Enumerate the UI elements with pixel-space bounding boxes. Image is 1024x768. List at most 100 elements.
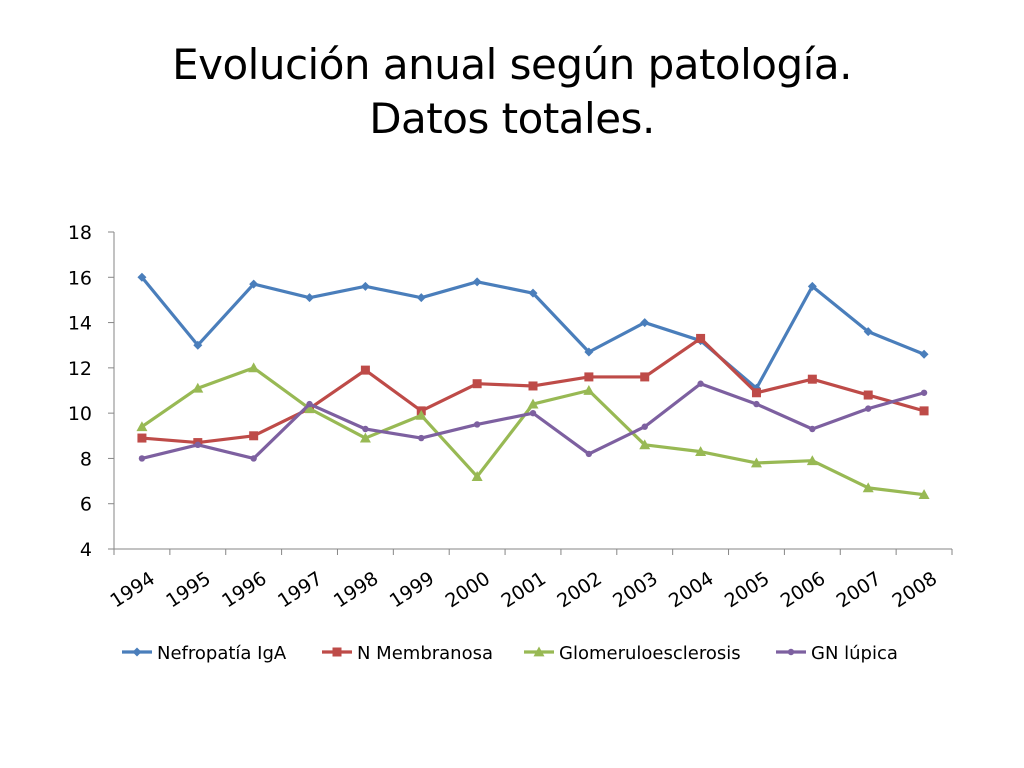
data-point [305,293,315,303]
data-point [641,423,648,430]
x-tick-label: 2008 [889,567,942,612]
data-point [137,433,147,443]
data-point [919,349,929,359]
x-tick-label: 1999 [386,567,439,612]
y-tick-label: 14 [68,313,92,335]
data-point [192,382,204,393]
legend-label: Glomeruloesclerosis [559,643,741,664]
data-point [473,421,481,428]
legend-label: GN lúpica [811,643,898,664]
data-point [472,379,482,389]
x-tick-label: 2006 [777,567,830,612]
data-point [193,340,203,350]
legend-label: Nefropatía IgA [157,643,287,664]
data-point [583,385,595,395]
x-tick-label: 1997 [274,567,327,612]
slide-title-line1: Evolución anual según patología. [172,40,852,89]
x-tick-label: 2000 [442,567,495,612]
data-point [418,434,425,442]
data-point [750,457,762,468]
data-point [696,333,706,343]
legend-marker [787,648,795,656]
data-point [362,425,369,433]
data-point [528,381,538,391]
legend-item: Nefropatía IgA [122,643,287,664]
data-point [416,293,426,303]
slide-title-line2: Datos totales. [369,94,655,143]
data-point [249,279,259,289]
data-point [585,450,593,458]
data-point [471,471,483,481]
data-point [528,288,538,298]
y-tick-label: 4 [80,539,92,561]
legend-label: N Membranosa [357,643,493,664]
x-tick-label: 2007 [833,567,886,612]
data-point [248,362,260,373]
data-point [359,432,371,443]
data-point [806,455,818,466]
y-tick-label: 18 [68,222,92,244]
data-point [360,365,370,375]
data-point [640,318,650,328]
x-tick-label: 1995 [162,567,215,612]
data-point [194,441,201,449]
slide-title: Evolución anual según patología. Datos t… [0,38,1024,146]
x-tick-label: 2004 [665,567,718,612]
data-point [249,431,259,441]
data-point [136,421,148,432]
y-tick-label: 16 [68,267,92,289]
data-point [918,489,930,500]
x-tick-label: 1996 [218,567,271,612]
data-point [865,405,872,412]
x-tick-label: 2001 [497,567,550,612]
data-point [920,389,928,396]
data-point [809,425,816,433]
y-tick-label: 12 [68,358,92,380]
x-tick-label: 1994 [106,567,159,612]
data-point [529,409,537,417]
data-point [584,347,594,357]
data-point [753,400,760,408]
data-point [695,446,707,457]
x-tick-label: 2003 [609,567,662,612]
data-point [807,374,817,384]
data-point [304,403,316,414]
data-point [863,327,873,337]
data-point [527,398,539,409]
chart-series [136,272,930,500]
data-point [751,388,761,398]
data-point [697,380,704,387]
data-point [584,372,594,382]
data-point [472,277,482,287]
series-line [141,382,925,461]
legend-marker [132,647,142,657]
legend-marker [533,646,545,657]
data-point [137,272,147,282]
x-tick-label: 2002 [553,567,606,612]
data-point [250,455,257,462]
data-point [639,439,651,450]
legend-item: GN lúpica [776,643,898,664]
data-point [863,390,873,400]
data-point [138,455,146,462]
legend-item: N Membranosa [322,643,493,664]
chart-legend: Nefropatía IgA N Membranosa Glomeruloescle… [122,643,898,664]
data-point [807,281,817,291]
data-point [360,281,370,291]
data-point [919,406,929,416]
data-point [640,372,650,382]
series-3 [138,380,928,462]
data-point [306,400,313,408]
data-point [415,409,427,420]
series-0 [137,272,929,393]
series-2 [136,362,930,500]
legend-item: Glomeruloesclerosis [524,643,741,664]
y-tick-label: 8 [80,448,92,470]
legend-marker [332,647,342,657]
y-tick-label: 6 [80,494,92,516]
y-tick-label: 10 [68,403,92,425]
x-tick-label: 2005 [721,567,774,612]
data-point [862,482,874,493]
x-tick-label: 1998 [330,567,383,612]
